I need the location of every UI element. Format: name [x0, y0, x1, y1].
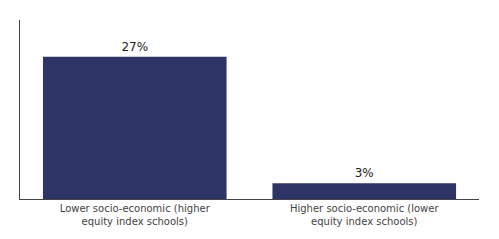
svg-text:27%: 27%: [121, 40, 148, 54]
svg-text:Higher socio-economic (lowereq: Higher socio-economic (lowerequity index…: [290, 203, 439, 227]
svg-text:3%: 3%: [355, 166, 374, 180]
svg-text:Lower socio-economic (highereq: Lower socio-economic (higherequity index…: [60, 203, 211, 227]
